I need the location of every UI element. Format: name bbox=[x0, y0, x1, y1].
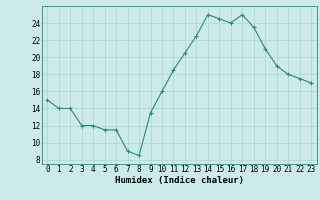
X-axis label: Humidex (Indice chaleur): Humidex (Indice chaleur) bbox=[115, 176, 244, 185]
